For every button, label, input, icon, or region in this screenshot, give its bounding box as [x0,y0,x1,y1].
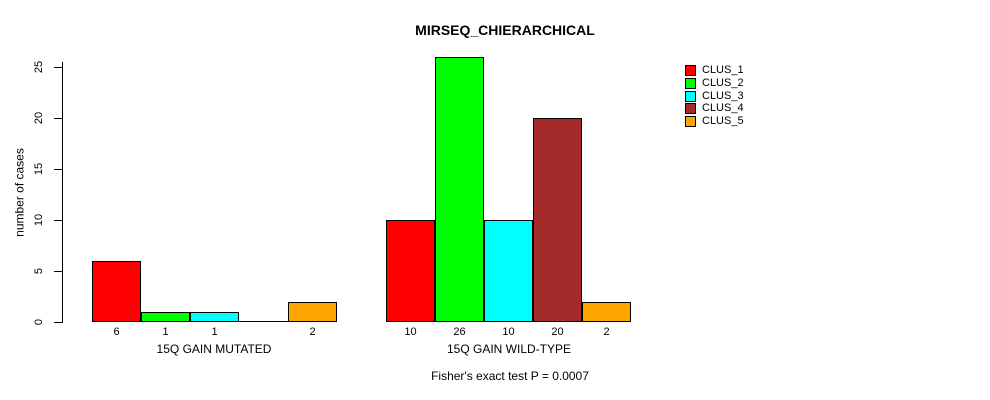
legend-label-clus-3: CLUS_3 [702,90,744,102]
bar-value-label-clus-4-15q-gain-wild-type: 20 [551,326,564,338]
legend-swatch-clus-5 [685,116,696,127]
bar-value-label-clus-1-15q-gain-wild-type: 10 [404,326,417,338]
bar-value-label-clus-1-15q-gain-mutated: 6 [113,326,120,338]
bar-clus-3-15q-gain-mutated [190,312,239,322]
legend-label-clus-2: CLUS_2 [702,77,744,89]
y-tick-20 [54,118,62,119]
y-tick-5 [54,271,62,272]
y-axis-line [62,62,63,323]
y-tick-label-5: 5 [33,267,45,275]
y-tick-10 [54,220,62,221]
bar-clus-5-15q-gain-mutated [288,302,337,322]
y-tick-0 [54,322,62,323]
bar-clus-1-15q-gain-mutated [92,261,141,322]
y-axis-label: number of cases [12,148,27,237]
legend-label-clus-5: CLUS_5 [702,115,744,127]
bar-clus-4-15q-gain-mutated-zero [239,321,288,322]
legend-swatch-clus-4 [685,103,696,114]
y-tick-15 [54,169,62,170]
bar-clus-5-15q-gain-wild-type [582,302,631,322]
bar-clus-2-15q-gain-mutated [141,312,190,322]
y-tick-25 [54,67,62,68]
legend-swatch-clus-3 [685,91,696,102]
legend-label-clus-1: CLUS_1 [702,64,744,76]
chart-title: MIRSEQ_CHIERARCHICAL [415,22,595,38]
bar-clus-1-15q-gain-wild-type [386,220,435,322]
legend-swatch-clus-1 [685,65,696,76]
bar-value-label-clus-2-15q-gain-wild-type: 26 [453,326,466,338]
bar-value-label-clus-3-15q-gain-wild-type: 10 [502,326,515,338]
bar-clus-3-15q-gain-wild-type [484,220,533,322]
bar-value-label-clus-5-15q-gain-mutated: 2 [309,326,316,338]
y-tick-label-20: 20 [33,111,45,125]
x-axis-group-label-wild-type: 15Q GAIN WILD-TYPE [446,342,572,356]
bar-value-label-clus-5-15q-gain-wild-type: 2 [603,326,610,338]
legend-label-clus-4: CLUS_4 [702,102,744,114]
fisher-test-annotation: Fisher's exact test P = 0.0007 [431,369,589,383]
bar-clus-2-15q-gain-wild-type [435,57,484,322]
y-tick-label-10: 10 [33,213,45,227]
y-tick-label-15: 15 [33,162,45,176]
bar-value-label-clus-3-15q-gain-mutated: 1 [211,326,218,338]
y-tick-label-0: 0 [33,318,45,326]
bar-clus-4-15q-gain-wild-type [533,118,582,322]
y-tick-label-25: 25 [33,60,45,74]
x-axis-group-label-mutated: 15Q GAIN MUTATED [156,342,272,356]
bar-value-label-clus-2-15q-gain-mutated: 1 [162,326,169,338]
legend-swatch-clus-2 [685,78,696,89]
